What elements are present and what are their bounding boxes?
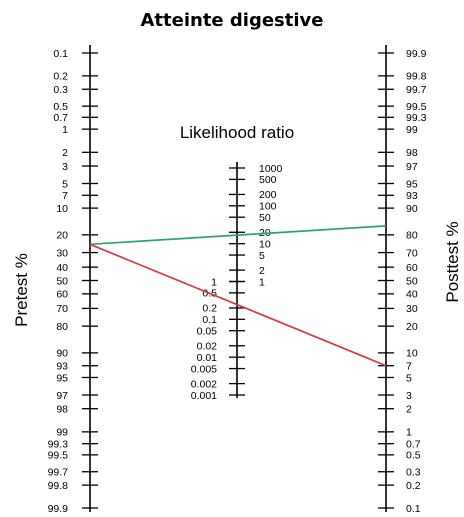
posttest-tick-label: 5 xyxy=(406,372,412,384)
pretest-tick-label: 99.9 xyxy=(48,503,69,515)
posttest-tick-label: 80 xyxy=(406,230,418,242)
pretest-tick-label: 5 xyxy=(62,178,68,190)
pretest-tick-label: 0.1 xyxy=(53,48,68,60)
posttest-tick-label: 99.3 xyxy=(406,112,427,124)
pretest-tick-label: 95 xyxy=(56,372,68,384)
pretest-tick-label: 7 xyxy=(62,190,68,202)
pretest-tick-label: 0.2 xyxy=(53,71,68,83)
posttest-tick-label: 60 xyxy=(406,262,418,274)
lr-lower-tick-label: 0.05 xyxy=(197,326,218,338)
pretest-tick-label: 90 xyxy=(56,348,68,360)
lr-upper-tick-label: 1000 xyxy=(259,163,283,175)
posttest-tick-label: 99.7 xyxy=(406,84,427,96)
pretest-tick-label: 0.3 xyxy=(53,84,68,96)
pretest-tick-label: 20 xyxy=(56,230,68,242)
lr-lower-tick-label: 0.005 xyxy=(191,363,217,375)
lr-upper-tick-label: 200 xyxy=(259,189,277,201)
posttest-tick-label: 98 xyxy=(406,147,418,159)
pretest-tick-label: 93 xyxy=(56,361,68,373)
posttest-tick-label: 10 xyxy=(406,348,418,360)
pretest-tick-label: 60 xyxy=(56,289,68,301)
result-lines xyxy=(89,225,387,367)
pretest-tick-label: 98 xyxy=(56,403,68,415)
pretest-tick-label: 0.7 xyxy=(53,112,68,124)
pretest-tick-label: 30 xyxy=(56,247,68,259)
pretest-tick-label: 50 xyxy=(56,275,68,287)
pretest-tick-label: 99.8 xyxy=(48,480,69,492)
posttest-tick-label: 90 xyxy=(406,203,418,215)
posttest-tick-label: 2 xyxy=(406,403,412,415)
posttest-tick-label: 95 xyxy=(406,178,418,190)
lr-lower-tick-label: 0.01 xyxy=(197,352,218,364)
posttest-tick-label: 0.7 xyxy=(406,439,421,451)
posttest-tick-label: 99 xyxy=(406,124,418,136)
pretest-tick-label: 10 xyxy=(56,203,68,215)
pretest-tick-label: 1 xyxy=(62,124,68,136)
posttest-tick-label: 7 xyxy=(406,361,412,373)
lr-lower-tick-label: 0.02 xyxy=(197,341,218,353)
posttest-tick-label: 40 xyxy=(406,289,418,301)
pretest-tick-label: 80 xyxy=(56,321,68,333)
pretest-tick-label: 97 xyxy=(56,390,68,402)
posttest-tick-label: 99.8 xyxy=(406,71,427,83)
posttest-tick-label: 0.5 xyxy=(406,450,421,462)
lr-upper-tick-label: 2 xyxy=(259,265,265,277)
pretest-tick-label: 2 xyxy=(62,147,68,159)
lr-upper-tick-label: 10 xyxy=(259,238,271,250)
posttest-tick-label: 0.1 xyxy=(406,503,421,515)
lr-upper-tick-label: 50 xyxy=(259,212,271,224)
lr-upper-tick-label: 100 xyxy=(259,201,277,213)
lr-lower-tick-label: 0.2 xyxy=(202,303,217,315)
posttest-tick-label: 93 xyxy=(406,190,418,202)
lr-lower-tick-label: 1 xyxy=(211,276,217,288)
lr-lower-tick-label: 0.1 xyxy=(202,314,217,326)
posttest-tick-label: 97 xyxy=(406,161,418,173)
posttest-tick-label: 70 xyxy=(406,247,418,259)
posttest-tick-label: 0.3 xyxy=(406,467,421,479)
posttest-tick-label: 20 xyxy=(406,321,418,333)
lr-lower-tick-label: 0.001 xyxy=(191,390,217,402)
posttest-tick-label: 30 xyxy=(406,303,418,315)
posttest-tick-label: 99.5 xyxy=(406,101,427,113)
posttest-tick-label: 50 xyxy=(406,275,418,287)
pretest-tick-label: 0.5 xyxy=(53,101,68,113)
nomogram-title: Atteinte digestive xyxy=(141,10,324,31)
pretest-tick-label: 70 xyxy=(56,303,68,315)
lr-lower-tick-label: 0.002 xyxy=(191,378,217,390)
posttest-tick-label: 99.9 xyxy=(406,48,427,60)
likelihood-ratio-ticks: 100050020010050201052110.50.20.10.050.02… xyxy=(191,163,283,402)
pretest-tick-label: 40 xyxy=(56,262,68,274)
pretest-tick-label: 99.3 xyxy=(48,439,69,451)
pretest-tick-label: 99.7 xyxy=(48,467,69,479)
pretest-tick-label: 99 xyxy=(56,427,68,439)
lr-upper-tick-label: 500 xyxy=(259,174,277,186)
pretest-tick-label: 99.5 xyxy=(48,450,69,462)
likelihood-axis-title: Likelihood ratio xyxy=(180,123,294,142)
lr-upper-tick-label: 5 xyxy=(259,250,265,262)
lr-upper-tick-label: 1 xyxy=(259,276,265,288)
pretest-axis-title: Pretest % xyxy=(12,253,31,327)
posttest-ticks: 99.999.899.799.599.399989795939080706050… xyxy=(378,48,427,515)
posttest-tick-label: 3 xyxy=(406,390,412,402)
posttest-axis-title: Posttest % xyxy=(443,221,462,302)
positive-result-line xyxy=(89,225,387,246)
posttest-tick-label: 0.2 xyxy=(406,480,421,492)
posttest-tick-label: 1 xyxy=(406,427,412,439)
pretest-tick-label: 3 xyxy=(62,161,68,173)
negative-result-line xyxy=(89,243,387,367)
